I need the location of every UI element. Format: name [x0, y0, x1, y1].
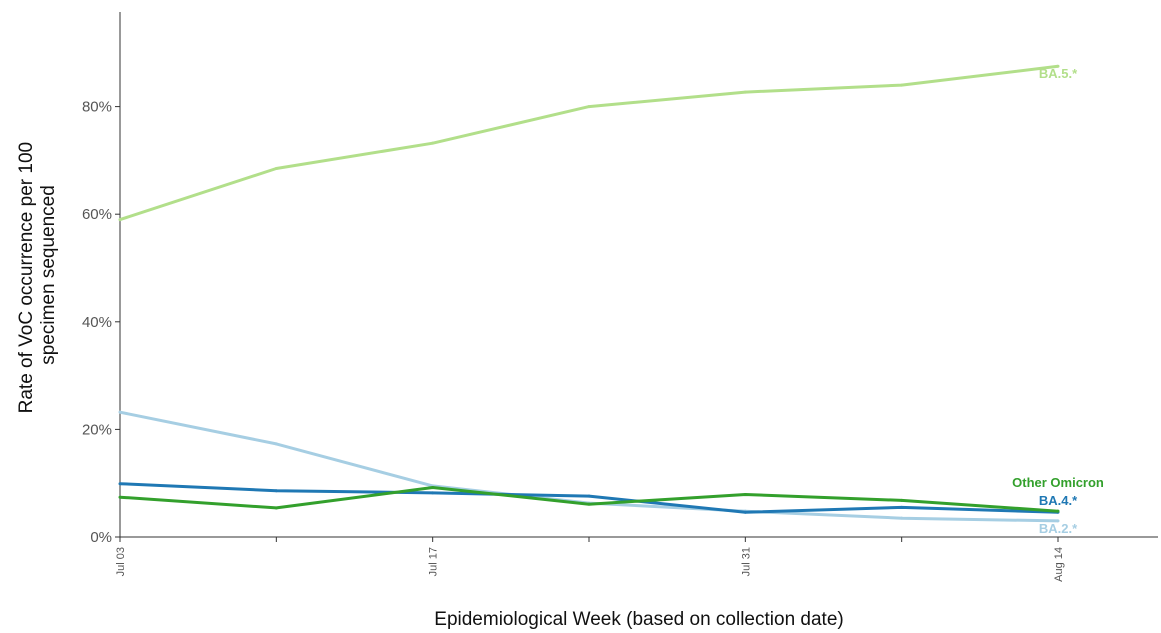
data-point-other-omicron [587, 502, 591, 506]
data-point-ba-4 [431, 491, 435, 495]
data-point-ba-2 [274, 442, 278, 446]
data-point-ba-2 [1056, 519, 1060, 523]
data-point-ba-4 [900, 505, 904, 509]
x-tick-label: Jul 03 [115, 547, 127, 576]
x-axis-title: Epidemiological Week (based on collectio… [434, 609, 843, 630]
data-point-ba-2 [118, 410, 122, 414]
series-label-ba-2: BA.2.* [1039, 521, 1078, 536]
plot-area: 0%20%40%60%80% Jul 03 Jul 17 Jul 31 Aug 14 … [82, 12, 1158, 582]
y-tick-label: 0% [90, 529, 112, 546]
data-point-ba-5 [1056, 64, 1060, 68]
x-axis-ticks: Jul 03 Jul 17 Jul 31 Aug 14 [115, 537, 1065, 582]
series-end-labels: BA.5.* BA.2.* BA.4.* Other Omicron [1012, 66, 1104, 536]
data-point-other-omicron [118, 495, 122, 499]
x-tick-label: Jul 31 [740, 547, 752, 576]
data-point-ba-4 [118, 482, 122, 486]
data-point-ba-4 [274, 489, 278, 493]
data-point-other-omicron [900, 498, 904, 502]
data-point-other-omicron [431, 486, 435, 490]
y-tick-label: 40% [82, 314, 112, 331]
data-point-ba-5 [900, 83, 904, 87]
series-lines [118, 64, 1060, 523]
y-axis-ticks: 0% 20% 40% 60% 80% [82, 99, 120, 546]
data-point-ba-5 [431, 141, 435, 145]
y-axis-title-line-2: specimen sequenced [38, 185, 59, 365]
data-point-ba-5 [274, 166, 278, 170]
series-label-other-omicron: Other Omicron [1012, 475, 1104, 490]
y-tick-label: 60% [82, 206, 112, 223]
series-line-ba-5 [119, 64, 1059, 222]
data-point-ba-2 [900, 516, 904, 520]
series-label-ba-4: BA.4.* [1039, 493, 1078, 508]
series-label-ba-5: BA.5.* [1039, 66, 1078, 81]
data-point-other-omicron [1056, 509, 1060, 513]
x-tick-label: Jul 17 [428, 547, 440, 576]
x-tick-label: Aug 14 [1053, 547, 1065, 582]
data-point-ba-5 [118, 218, 122, 222]
y-axis-title: Rate of VoC occurrence per 100 specimen … [16, 137, 59, 414]
data-point-other-omicron [743, 492, 747, 496]
y-axis-title-line-1: Rate of VoC occurrence per 100 [16, 142, 37, 413]
data-point-ba-4 [587, 494, 591, 498]
data-point-ba-4 [743, 510, 747, 514]
data-point-other-omicron [274, 506, 278, 510]
data-point-ba-5 [743, 90, 747, 94]
data-point-ba-5 [587, 105, 591, 109]
y-tick-label: 80% [82, 99, 112, 116]
y-tick-label: 20% [82, 421, 112, 438]
